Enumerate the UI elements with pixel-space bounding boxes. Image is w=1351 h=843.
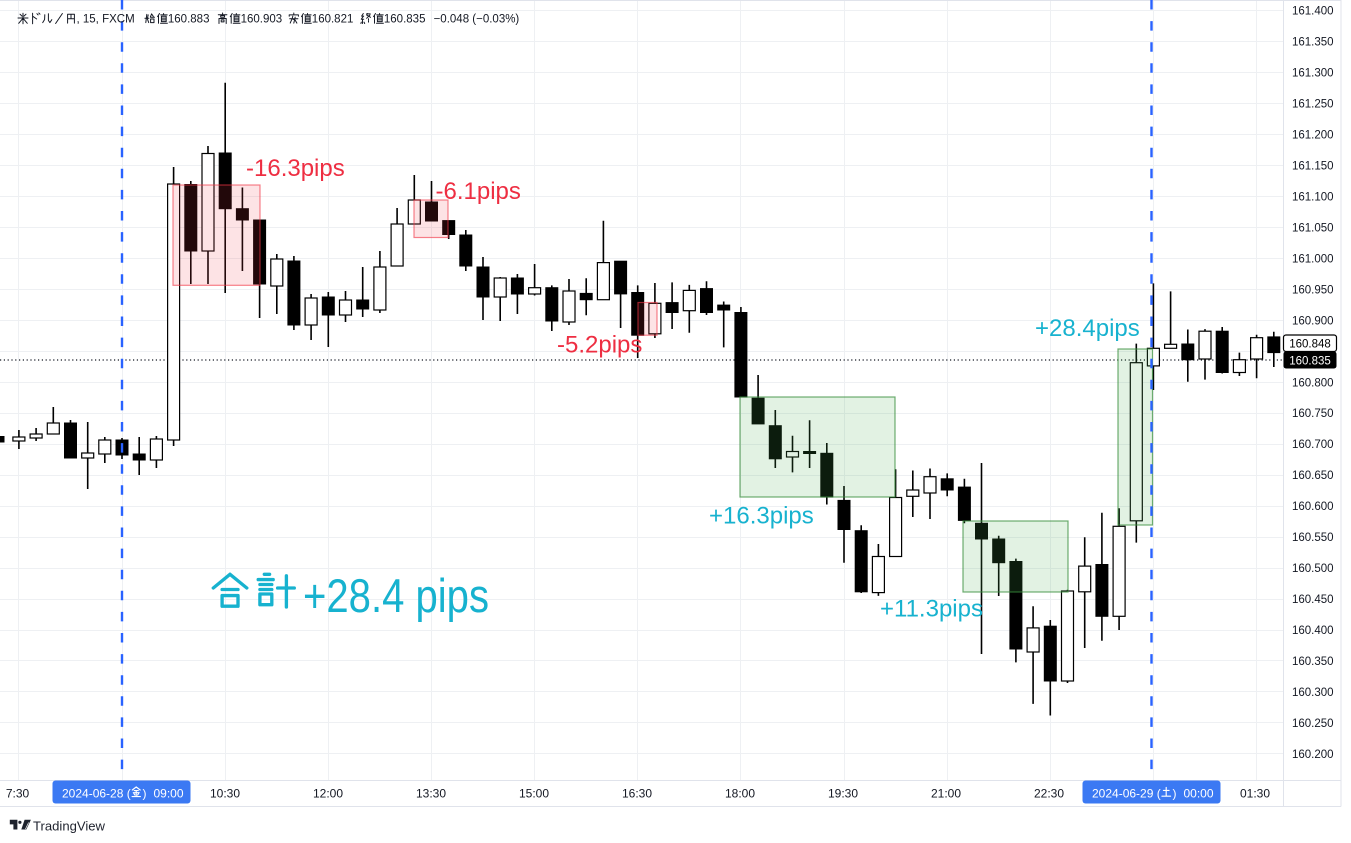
svg-text:16:30: 16:30	[622, 787, 652, 801]
svg-text:21:00: 21:00	[931, 787, 961, 801]
svg-text:160.450: 160.450	[1292, 594, 1334, 606]
svg-text:160.835: 160.835	[384, 13, 426, 25]
svg-text:2024-06-29 (: 2024-06-29 (	[1092, 787, 1161, 801]
svg-text:160.500: 160.500	[1292, 563, 1334, 575]
svg-text:+28.4pips: +28.4pips	[1035, 315, 1140, 342]
svg-text:18:00: 18:00	[725, 787, 755, 801]
svg-text:160.800: 160.800	[1292, 377, 1334, 389]
svg-text:161.150: 161.150	[1292, 160, 1334, 172]
svg-text:12:00: 12:00	[313, 787, 343, 801]
svg-text:): )	[143, 787, 147, 801]
svg-text:15:00: 15:00	[519, 787, 549, 801]
svg-text:2024-06-28 (: 2024-06-28 (	[62, 787, 131, 801]
svg-text:160.900: 160.900	[1292, 315, 1334, 327]
svg-text:160.848: 160.848	[1289, 338, 1331, 350]
svg-text:160.903: 160.903	[241, 13, 283, 25]
svg-text:161.350: 161.350	[1292, 36, 1334, 48]
svg-text:7:30: 7:30	[6, 787, 30, 801]
svg-text:+28.4 pips: +28.4 pips	[303, 569, 489, 622]
svg-text:160.835: 160.835	[1289, 355, 1331, 367]
svg-text:160.650: 160.650	[1292, 470, 1334, 482]
svg-text:−0.048 (−0.03%): −0.048 (−0.03%)	[434, 13, 520, 25]
svg-text:+16.3pips: +16.3pips	[709, 503, 814, 530]
svg-text:161.250: 161.250	[1292, 98, 1334, 110]
svg-text:160.250: 160.250	[1292, 718, 1334, 730]
svg-text:160.700: 160.700	[1292, 439, 1334, 451]
svg-text:160.350: 160.350	[1292, 656, 1334, 668]
svg-text:161.200: 161.200	[1292, 129, 1334, 141]
svg-text:161.300: 161.300	[1292, 67, 1334, 79]
svg-text:161.400: 161.400	[1292, 6, 1334, 18]
svg-text:161.100: 161.100	[1292, 191, 1334, 203]
svg-text:160.200: 160.200	[1292, 749, 1334, 761]
svg-text:160.400: 160.400	[1292, 625, 1334, 637]
svg-text:00:00: 00:00	[1184, 787, 1214, 801]
svg-text:13:30: 13:30	[416, 787, 446, 801]
svg-text:160.950: 160.950	[1292, 284, 1334, 296]
svg-text:161.050: 161.050	[1292, 222, 1334, 234]
svg-text:10:30: 10:30	[210, 787, 240, 801]
svg-text:19:30: 19:30	[828, 787, 858, 801]
svg-text:, 15, FXCM: , 15, FXCM	[77, 13, 135, 25]
svg-text:): )	[1173, 787, 1177, 801]
svg-text:09:00: 09:00	[154, 787, 184, 801]
svg-text:160.750: 160.750	[1292, 408, 1334, 420]
svg-text:160.883: 160.883	[168, 13, 210, 25]
svg-text:01:30: 01:30	[1240, 787, 1270, 801]
svg-text:-16.3pips: -16.3pips	[246, 155, 345, 182]
svg-text:-6.1pips: -6.1pips	[436, 178, 521, 205]
svg-text:TradingView: TradingView	[33, 819, 106, 834]
svg-text:160.821: 160.821	[312, 13, 354, 25]
svg-text:160.550: 160.550	[1292, 532, 1334, 544]
svg-text:22:30: 22:30	[1034, 787, 1064, 801]
svg-text:160.600: 160.600	[1292, 501, 1334, 513]
svg-text:161.000: 161.000	[1292, 253, 1334, 265]
svg-text:-5.2pips: -5.2pips	[557, 332, 642, 359]
svg-text:160.300: 160.300	[1292, 687, 1334, 699]
svg-text:+11.3pips: +11.3pips	[880, 596, 983, 623]
